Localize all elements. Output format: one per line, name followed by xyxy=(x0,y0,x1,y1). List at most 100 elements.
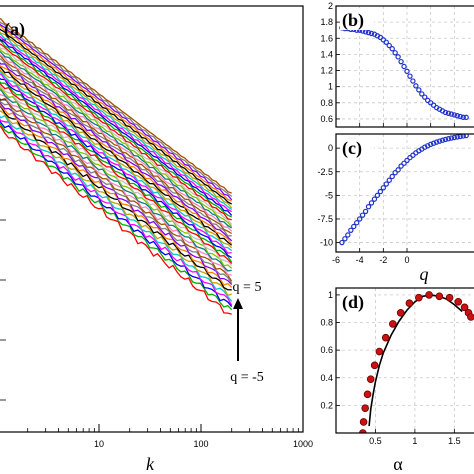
data-point xyxy=(445,136,452,142)
data-point xyxy=(389,173,395,180)
panel-d: 0.2 0.4 0.6 0.8 1 0.5 1 1.5 (d) α xyxy=(320,287,474,474)
data-point xyxy=(381,333,390,342)
y-tick-label: 1.4 xyxy=(320,49,333,59)
y-tick-label: 0.2 xyxy=(320,400,333,410)
data-point xyxy=(386,42,392,49)
data-point xyxy=(419,91,425,97)
panel-c-label-bg xyxy=(340,136,374,158)
series-line xyxy=(0,122,233,311)
y-tick-label: -10 xyxy=(320,238,333,248)
data-point xyxy=(377,188,384,195)
x-tick-label: 10 xyxy=(94,439,104,449)
data-point xyxy=(416,87,422,93)
data-point xyxy=(398,163,404,169)
data-point xyxy=(463,114,469,121)
series-line xyxy=(0,43,232,221)
data-point xyxy=(404,68,410,75)
data-point xyxy=(436,138,443,144)
series-line xyxy=(0,66,233,246)
y-tick-label: 2 xyxy=(328,1,333,11)
panel-a: 10 100 1000 (a) k q = 5 q = -5 xyxy=(0,5,313,474)
panel-a-xlabel: k xyxy=(146,454,155,474)
data-point xyxy=(359,418,368,426)
data-point xyxy=(348,227,354,233)
data-point xyxy=(448,111,455,117)
q-arrow-icon xyxy=(233,298,243,309)
data-point xyxy=(457,113,463,120)
data-point xyxy=(359,429,367,433)
data-point xyxy=(371,196,378,202)
series-line xyxy=(0,35,233,213)
data-point xyxy=(460,114,466,121)
series-line xyxy=(0,53,233,232)
series-line xyxy=(0,80,233,263)
series-line xyxy=(0,23,233,201)
series-line xyxy=(0,99,233,284)
series-line xyxy=(0,68,233,249)
data-point xyxy=(467,313,474,321)
data-point xyxy=(415,293,423,302)
data-point xyxy=(422,94,428,100)
series-line xyxy=(0,82,233,265)
data-point xyxy=(362,208,369,215)
data-point xyxy=(386,177,392,183)
x-tick-label: 1 xyxy=(412,436,417,446)
data-point xyxy=(401,160,407,166)
y-tick-label: -5 xyxy=(325,190,333,200)
data-point xyxy=(366,375,375,383)
data-point xyxy=(370,361,379,370)
series-line xyxy=(0,25,232,202)
x-tick-label: -6 xyxy=(332,255,340,265)
data-point xyxy=(454,134,460,140)
data-point xyxy=(410,78,416,84)
series-line xyxy=(0,64,233,245)
panel-d-label: (d) xyxy=(342,292,364,313)
panel-d-label-bg xyxy=(340,290,374,312)
panel-b: 0.6 0.8 1 1.2 1.4 1.6 1.8 2 (b) xyxy=(320,1,474,128)
data-point xyxy=(401,63,407,70)
y-tick-label: 1.2 xyxy=(320,66,333,76)
data-point xyxy=(342,236,348,242)
panel-b-label-bg xyxy=(340,8,374,30)
data-point xyxy=(448,135,455,141)
panel-c-xlabel: q xyxy=(420,264,429,284)
series-line xyxy=(0,40,232,218)
x-tick-label: 0 xyxy=(404,255,409,265)
panel-d-xlabel: α xyxy=(393,454,403,474)
data-point xyxy=(404,157,410,164)
data-point xyxy=(365,203,372,210)
y-tick-label: 0.6 xyxy=(320,114,333,124)
data-point xyxy=(345,232,351,238)
data-point xyxy=(374,192,381,199)
x-tick-label: 1000 xyxy=(293,439,313,449)
series-line xyxy=(0,103,233,288)
data-point xyxy=(445,293,454,302)
y-tick-label: -2.5 xyxy=(317,167,333,177)
data-point xyxy=(460,303,469,312)
data-point xyxy=(427,141,434,148)
annotation-q-bottom: q = -5 xyxy=(230,370,264,385)
data-point xyxy=(405,299,414,307)
y-tick-label: 0.8 xyxy=(320,318,333,328)
y-tick-label: 1.6 xyxy=(320,33,333,43)
data-point xyxy=(365,29,372,36)
series-line xyxy=(0,20,233,197)
series-line xyxy=(0,55,233,235)
panel-b-label: (b) xyxy=(342,10,364,31)
y-tick-label: 0.4 xyxy=(320,373,333,383)
x-tick-label: 0.5 xyxy=(369,436,382,446)
data-point xyxy=(430,140,437,146)
data-point xyxy=(383,181,389,187)
data-point xyxy=(413,83,419,89)
data-point xyxy=(396,309,405,317)
panel-a-label: (a) xyxy=(4,19,25,40)
x-tick-label: 1.5 xyxy=(448,436,461,446)
panel-c: -10 -7.5 -5 -2.5 0 -6 -4 -2 0 (c) q xyxy=(317,133,474,284)
y-tick-label: 1 xyxy=(328,290,333,300)
data-point xyxy=(389,46,395,52)
data-point xyxy=(380,185,387,191)
y-tick-label: -7.5 xyxy=(317,214,333,224)
x-tick-label: -2 xyxy=(379,255,387,265)
data-point xyxy=(351,223,357,230)
series-line xyxy=(0,33,233,211)
